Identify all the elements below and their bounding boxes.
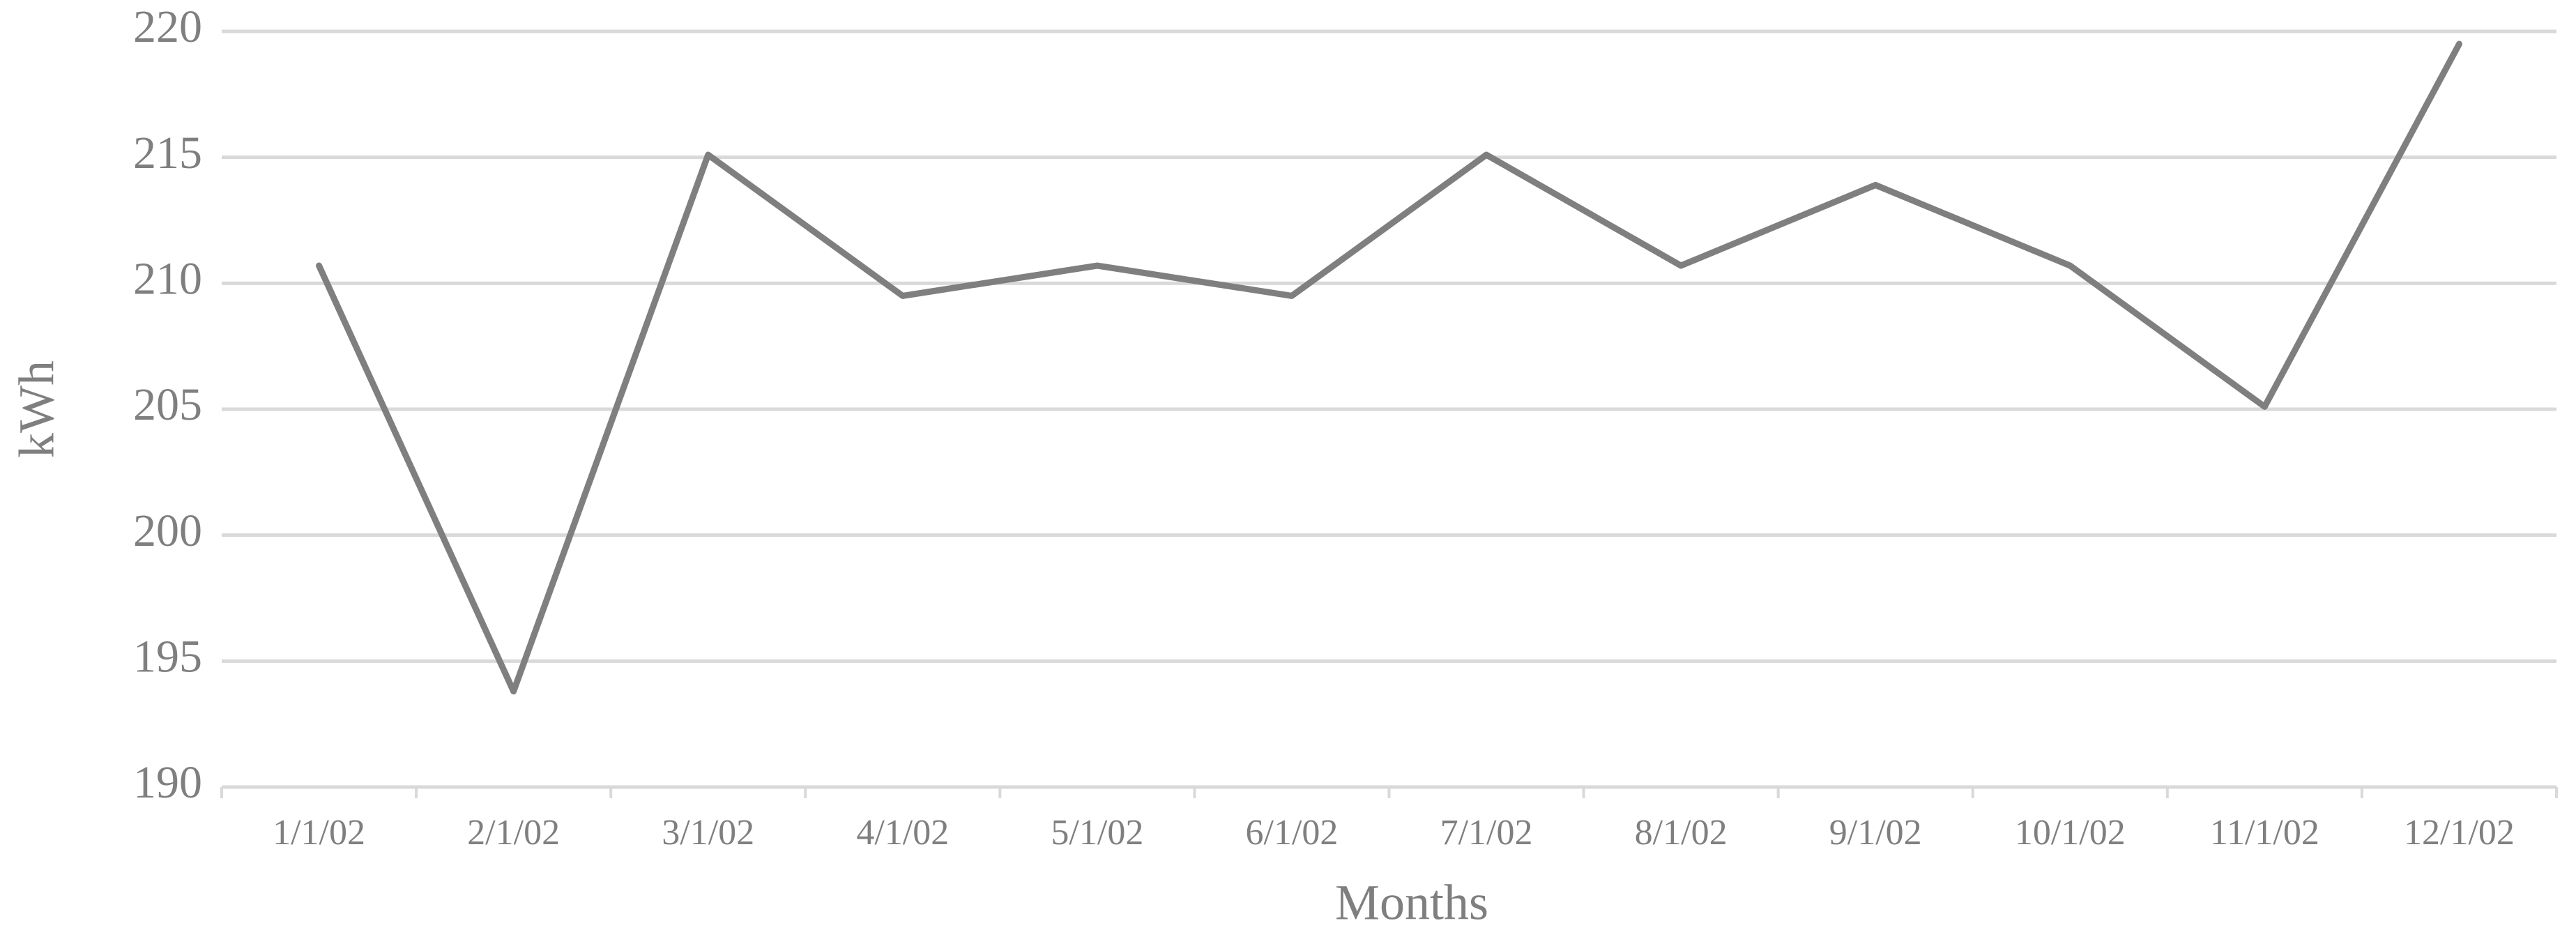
y-tick-label: 220 (133, 1, 202, 52)
x-axis-title: Months (1335, 875, 1488, 931)
y-axis-title: kWh (9, 360, 65, 458)
x-tick-label: 9/1/02 (1829, 813, 1922, 853)
x-tick-label: 8/1/02 (1635, 813, 1728, 853)
data-line (316, 40, 2462, 695)
y-tick-label: 205 (133, 379, 202, 430)
x-tick-label: 5/1/02 (1051, 813, 1143, 853)
x-tick-label: 7/1/02 (1440, 813, 1533, 853)
x-tick-label: 12/1/02 (2404, 813, 2515, 853)
x-tick-label: 4/1/02 (856, 813, 949, 853)
y-tick-label: 190 (133, 757, 202, 808)
y-tick-label: 200 (133, 505, 202, 556)
x-tick-label: 6/1/02 (1246, 813, 1339, 853)
y-tick-label: 195 (133, 631, 202, 682)
y-tick-label: 210 (133, 253, 202, 304)
x-tick-label: 3/1/02 (662, 813, 754, 853)
x-tick-label: 2/1/02 (467, 813, 560, 853)
x-tick-label: 11/1/02 (2210, 813, 2319, 853)
y-tick-label: 215 (133, 128, 202, 178)
x-tick-label: 1/1/02 (273, 813, 365, 853)
x-tick-label: 10/1/02 (2015, 813, 2126, 853)
